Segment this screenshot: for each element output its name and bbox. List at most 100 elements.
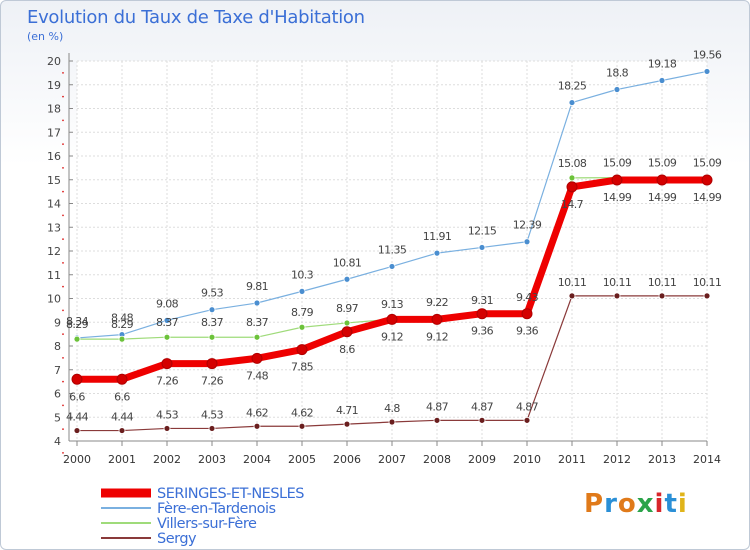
x-tick-label: 2007 (378, 453, 406, 466)
data-point-seringes-et-nesles (611, 174, 623, 186)
data-label-sergy: 4.87 (426, 400, 449, 413)
data-point-villers-sur-f-re (568, 174, 576, 182)
data-label-f-re-en-tardenois: 9.53 (201, 287, 224, 300)
x-tick-label: 2000 (63, 453, 91, 466)
data-label-villers-sur-f-re: 8.29 (66, 318, 89, 331)
data-point-seringes-et-nesles (566, 181, 578, 193)
y-tick-label: 17 (47, 126, 61, 139)
data-label-f-re-en-tardenois: 18.25 (558, 80, 587, 93)
logo-letter: i (654, 489, 665, 519)
data-point-f-re-en-tardenois (703, 68, 711, 75)
data-point-seringes-et-nesles (521, 308, 533, 320)
x-tick-label: 2005 (288, 453, 316, 466)
data-label-villers-sur-f-re: 8.37 (246, 316, 269, 329)
data-point-seringes-et-nesles (476, 308, 488, 320)
y-minor-tick (62, 119, 64, 122)
data-label-seringes-et-nesles: 14.99 (603, 191, 632, 204)
data-label-villers-sur-f-re: 9.31 (471, 294, 493, 307)
x-tick-label: 2012 (603, 453, 631, 466)
data-point-f-re-en-tardenois (298, 287, 306, 295)
y-minor-tick (62, 71, 64, 74)
data-label-villers-sur-f-re: 15.09 (648, 157, 677, 170)
data-label-f-re-en-tardenois: 19.56 (693, 48, 722, 61)
data-point-villers-sur-f-re (298, 323, 306, 331)
data-label-seringes-et-nesles: 6.6 (69, 390, 85, 403)
data-point-seringes-et-nesles (296, 344, 308, 356)
data-label-villers-sur-f-re: 8.37 (201, 316, 224, 329)
data-label-seringes-et-nesles: 14.99 (693, 191, 722, 204)
data-point-sergy (613, 292, 621, 300)
y-minor-tick (62, 333, 64, 336)
data-point-seringes-et-nesles (431, 313, 443, 325)
data-point-f-re-en-tardenois (433, 249, 441, 257)
x-tick-label: 2001 (108, 453, 136, 466)
data-label-villers-sur-f-re: 9.22 (426, 296, 448, 309)
x-tick-label: 2009 (468, 453, 496, 466)
logo-letter: P (584, 489, 605, 519)
data-label-villers-sur-f-re: 8.79 (291, 306, 314, 319)
y-tick-label: 11 (47, 269, 61, 282)
data-point-seringes-et-nesles (386, 313, 398, 325)
data-label-sergy: 4.87 (471, 400, 494, 413)
x-tick-label: 2002 (153, 453, 181, 466)
data-label-seringes-et-nesles: 14.99 (648, 191, 677, 204)
y-tick-label: 6 (54, 388, 61, 401)
data-label-seringes-et-nesles: 9.36 (516, 325, 539, 338)
data-label-f-re-en-tardenois: 10.81 (333, 256, 362, 269)
legend-label: Fère-en-Tardenois (157, 501, 276, 517)
data-point-sergy (568, 292, 576, 300)
data-point-f-re-en-tardenois (253, 299, 261, 307)
data-label-seringes-et-nesles: 7.26 (156, 375, 179, 388)
data-point-sergy (703, 292, 711, 300)
y-minor-tick (62, 356, 64, 359)
x-tick-label: 2013 (648, 453, 676, 466)
data-label-villers-sur-f-re: 9.43 (516, 291, 539, 304)
data-point-f-re-en-tardenois (613, 86, 621, 93)
y-minor-tick (62, 214, 64, 217)
data-point-f-re-en-tardenois (568, 99, 576, 106)
data-label-sergy: 4.71 (336, 404, 358, 417)
y-tick-label: 20 (47, 55, 61, 68)
data-point-sergy (388, 418, 396, 426)
data-label-seringes-et-nesles: 7.48 (246, 369, 269, 382)
x-tick-label: 2010 (513, 453, 541, 466)
y-tick-label: 9 (54, 316, 61, 329)
y-tick-label: 13 (47, 221, 61, 234)
data-label-f-re-en-tardenois: 8.48 (111, 312, 134, 325)
x-tick-label: 2011 (558, 453, 586, 466)
data-point-seringes-et-nesles (161, 358, 173, 370)
y-minor-tick (62, 380, 64, 383)
legend-label: Villers-sur-Fère (157, 516, 257, 532)
y-tick-label: 12 (47, 245, 61, 258)
data-point-sergy (298, 422, 306, 430)
logo-letter: t (664, 489, 678, 519)
data-label-villers-sur-f-re: 8.29 (111, 318, 134, 331)
data-label-villers-sur-f-re: 9.13 (381, 298, 404, 311)
data-label-f-re-en-tardenois: 11.91 (423, 230, 452, 243)
data-point-seringes-et-nesles (341, 326, 353, 338)
y-minor-tick (62, 285, 64, 288)
y-tick-label: 7 (54, 364, 61, 377)
data-point-seringes-et-nesles (116, 373, 128, 385)
data-label-sergy: 4.44 (66, 411, 89, 424)
data-label-sergy: 4.87 (516, 400, 539, 413)
data-point-seringes-et-nesles (206, 358, 218, 370)
x-tick-label: 2004 (243, 453, 271, 466)
data-label-villers-sur-f-re: 15.09 (603, 157, 632, 170)
data-point-sergy (523, 416, 531, 424)
data-label-sergy: 10.11 (693, 276, 722, 289)
data-label-f-re-en-tardenois: 9.81 (246, 280, 268, 293)
chart-subtitle: (en %) (27, 30, 64, 43)
data-point-f-re-en-tardenois (478, 244, 486, 251)
data-label-f-re-en-tardenois: 8.34 (66, 315, 89, 328)
data-label-sergy: 4.8 (384, 402, 400, 415)
data-label-f-re-en-tardenois: 9.08 (156, 297, 179, 310)
data-label-sergy: 4.62 (246, 406, 268, 419)
y-tick-label: 16 (47, 150, 61, 163)
data-label-sergy: 4.53 (201, 408, 224, 421)
data-point-sergy (163, 425, 171, 432)
data-label-seringes-et-nesles: 9.12 (381, 330, 403, 343)
y-tick-label: 14 (47, 198, 61, 211)
